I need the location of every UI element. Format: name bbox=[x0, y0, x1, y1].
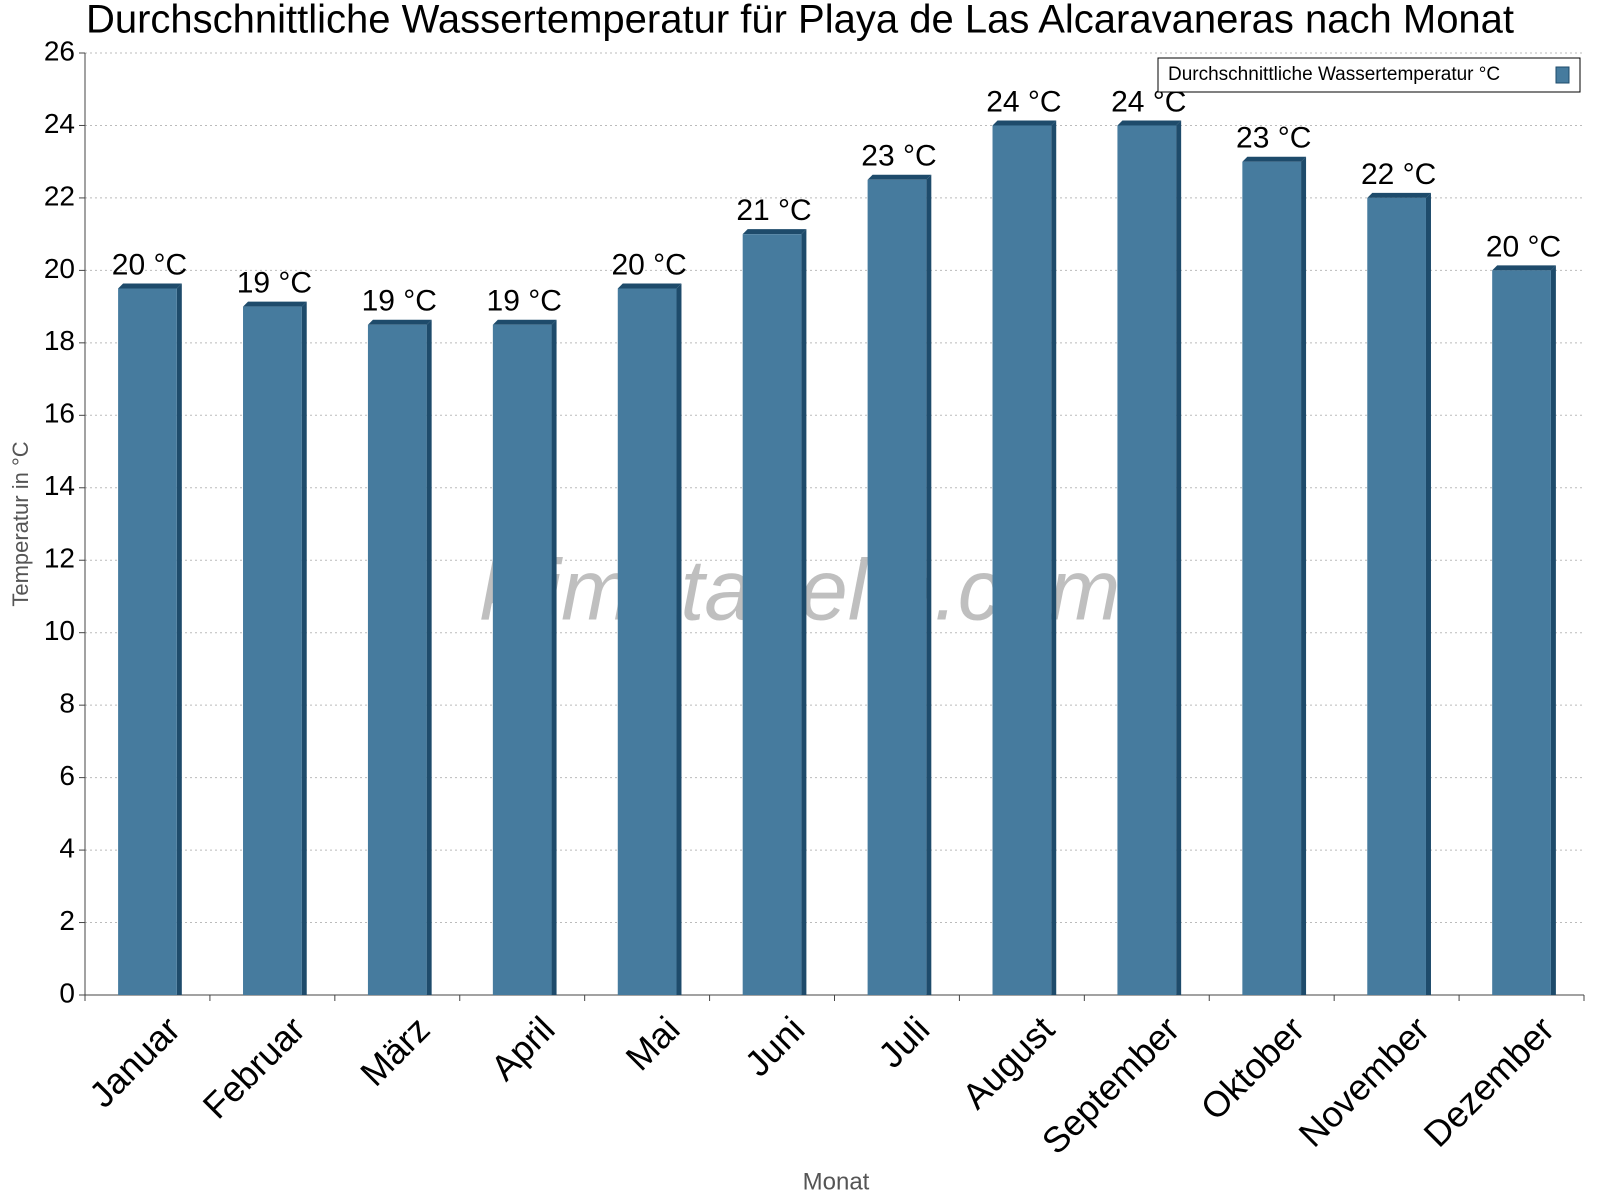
y-tick-label: 20 bbox=[44, 253, 75, 284]
y-tick-label: 22 bbox=[44, 180, 75, 211]
bar-face bbox=[867, 179, 927, 996]
bar bbox=[492, 319, 557, 995]
bar-side bbox=[676, 283, 682, 995]
x-tick-label: September bbox=[1034, 1008, 1188, 1162]
x-tick-label: März bbox=[352, 1008, 438, 1094]
bar-face bbox=[492, 324, 552, 995]
value-label: 23 °C bbox=[861, 140, 936, 173]
bar bbox=[742, 229, 807, 996]
x-tick-label: Januar bbox=[81, 1008, 188, 1115]
bar-top bbox=[1367, 192, 1431, 198]
bar bbox=[1367, 192, 1431, 995]
x-axis-label: Monat bbox=[803, 1168, 870, 1195]
bar-top bbox=[617, 283, 682, 289]
chart-title: Durchschnittliche Wassertemperatur für P… bbox=[86, 0, 1514, 42]
bar-top bbox=[992, 120, 1057, 126]
x-tick-label: August bbox=[954, 1008, 1062, 1116]
bar-face bbox=[118, 288, 177, 995]
x-tick-label: Oktober bbox=[1193, 1008, 1313, 1128]
legend-box bbox=[1157, 57, 1581, 93]
x-tick-label: Juli bbox=[870, 1008, 937, 1075]
bar-top bbox=[118, 283, 182, 289]
bar-side bbox=[1176, 120, 1182, 995]
bar-top bbox=[367, 319, 432, 325]
bar-side bbox=[926, 174, 932, 996]
y-tick-label: 0 bbox=[59, 977, 75, 1008]
value-label: 19 °C bbox=[237, 267, 312, 300]
x-tick-label: November bbox=[1291, 1008, 1437, 1154]
bar-face bbox=[1492, 270, 1551, 995]
bar-side bbox=[801, 229, 807, 996]
y-tick-label: 12 bbox=[44, 543, 75, 574]
legend-swatch bbox=[1555, 66, 1570, 84]
value-label: 20 °C bbox=[1486, 230, 1561, 263]
bar-top bbox=[867, 174, 932, 180]
bar bbox=[867, 174, 932, 996]
bar-side bbox=[301, 301, 307, 996]
bar-side bbox=[1301, 156, 1307, 995]
bar bbox=[1492, 265, 1556, 995]
bar-top bbox=[1492, 265, 1556, 271]
bar-top bbox=[492, 319, 557, 325]
bar-side bbox=[551, 319, 557, 995]
bar bbox=[118, 283, 182, 995]
y-tick-label: 14 bbox=[44, 470, 75, 501]
y-tick-label: 18 bbox=[44, 325, 75, 356]
x-tick-label: April bbox=[483, 1008, 563, 1088]
legend: Durchschnittliche Wassertemperatur °C bbox=[1157, 57, 1581, 93]
bar-face bbox=[1242, 161, 1302, 995]
value-label: 20 °C bbox=[611, 248, 686, 281]
bar-side bbox=[1425, 192, 1431, 995]
bar-side bbox=[1051, 120, 1057, 995]
value-label: 23 °C bbox=[1236, 122, 1311, 155]
legend-label: Durchschnittliche Wassertemperatur °C bbox=[1168, 64, 1500, 85]
bar-face bbox=[992, 125, 1052, 995]
bar-side bbox=[426, 319, 432, 995]
x-tick-label: Februar bbox=[195, 1008, 313, 1126]
y-tick-label: 16 bbox=[44, 398, 75, 429]
bar bbox=[1117, 120, 1182, 995]
x-tick-label: Juni bbox=[737, 1008, 813, 1084]
y-axis-label: Temperatur in °C bbox=[8, 441, 33, 606]
value-label: 19 °C bbox=[487, 285, 562, 318]
bar bbox=[243, 301, 307, 996]
y-tick-label: 4 bbox=[59, 832, 75, 863]
bar-top bbox=[742, 229, 807, 235]
y-tick-label: 24 bbox=[44, 108, 75, 139]
value-label: 19 °C bbox=[362, 285, 437, 318]
value-label: 24 °C bbox=[986, 85, 1061, 118]
bar bbox=[367, 319, 432, 995]
bar-side bbox=[1550, 265, 1556, 995]
y-tick-label: 10 bbox=[44, 615, 75, 646]
bar-top bbox=[1117, 120, 1182, 126]
bar bbox=[992, 120, 1057, 995]
y-tick-label: 2 bbox=[59, 905, 75, 936]
x-tick-label: Mai bbox=[617, 1008, 687, 1078]
bar-face bbox=[243, 306, 302, 996]
bar-top bbox=[1242, 156, 1307, 162]
bar bbox=[617, 283, 682, 995]
bar-face bbox=[742, 234, 802, 996]
bar-face bbox=[367, 324, 427, 995]
value-label: 20 °C bbox=[112, 248, 187, 281]
bar bbox=[1242, 156, 1307, 995]
x-tick-label: Dezember bbox=[1416, 1008, 1562, 1154]
bar-top bbox=[243, 301, 307, 307]
y-tick-label: 26 bbox=[44, 35, 75, 66]
y-tick-label: 8 bbox=[59, 688, 75, 719]
bar-face bbox=[617, 288, 677, 995]
bar-side bbox=[176, 283, 182, 995]
value-label: 22 °C bbox=[1361, 158, 1436, 191]
bar-face bbox=[1367, 197, 1426, 995]
bar-face bbox=[1117, 125, 1177, 995]
value-label: 21 °C bbox=[736, 194, 811, 227]
y-tick-label: 6 bbox=[59, 760, 75, 791]
